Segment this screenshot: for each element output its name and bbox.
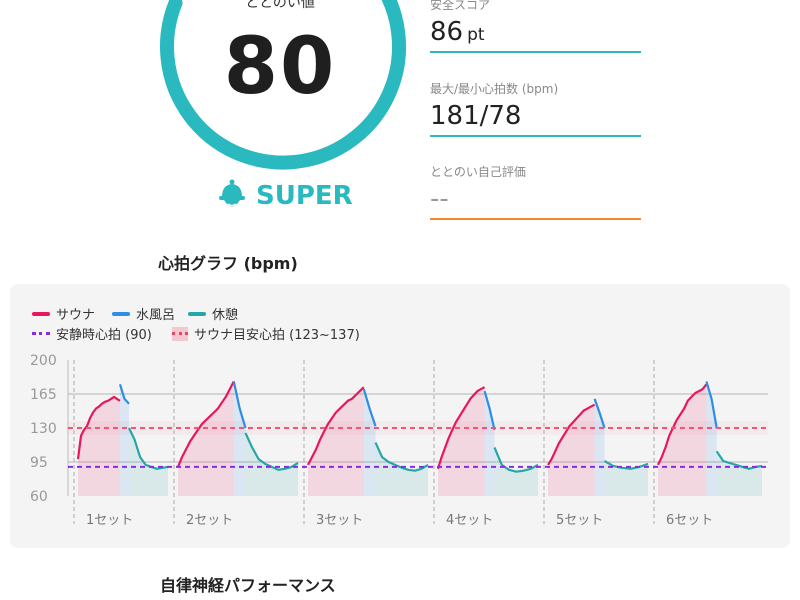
cold-bath-line (705, 381, 718, 429)
heart-rate-range: 最大/最小心拍数 (bpm) 181/78 (430, 80, 641, 137)
cold-bath-area (233, 381, 246, 496)
self-evaluation-label: ととのい自己評価 (430, 165, 526, 179)
cold-bath-line (593, 398, 606, 429)
self-evaluation[interactable]: ととのい自己評価 -- (430, 163, 641, 220)
sauna-line (657, 383, 708, 466)
rest-area (129, 428, 168, 496)
score-value: 80 (223, 22, 337, 112)
heart-rate-range-underline (430, 135, 641, 137)
score-ring-arc (160, 0, 407, 170)
sauna-area (438, 387, 485, 496)
set-label: 2セット (186, 513, 233, 528)
rest-line (128, 427, 169, 470)
rest-area (604, 461, 648, 496)
safety-score-value: 86 pt (430, 17, 641, 47)
heart-rate-chart: 200 165 130 95 60 1セット 2セット 3セット 4セット 5セット 6セット (30, 353, 768, 528)
y-tick-label: 165 (30, 387, 57, 403)
set-label: 3セット (316, 513, 363, 528)
sauna-area (78, 396, 120, 496)
legend-resting-hr: 安静時心拍 (90) (32, 324, 152, 343)
y-tick-label: 60 (30, 489, 48, 505)
legend-sauna-target-label: サウナ目安心拍 (123~137) (194, 328, 360, 343)
sauna-target-band (68, 421, 768, 435)
rest-area (375, 442, 428, 496)
legend-sauna-label: サウナ (56, 308, 96, 323)
rest-line (244, 432, 299, 471)
set-label: 6セット (666, 513, 713, 528)
legend-sauna: サウナ (32, 304, 95, 323)
y-tick-label: 200 (30, 353, 57, 369)
safety-score-unit: pt (467, 25, 485, 45)
sauna-line (436, 386, 486, 470)
self-evaluation-underline (430, 218, 641, 220)
legend-cold-bath-label: 水風呂 (136, 308, 176, 323)
sauna-hat-icon (219, 179, 245, 207)
legend-sauna-target-swatch (172, 326, 188, 341)
set-label: 1セット (86, 513, 133, 528)
cold-bath-line (483, 390, 496, 431)
safety-score-label: 安全スコア (430, 0, 491, 12)
legend-sauna-target: サウナ目安心拍 (123~137) (172, 324, 360, 343)
cold-bath-area (484, 391, 495, 496)
self-evaluation-value[interactable]: -- (430, 184, 449, 214)
heart-graph-title: 心拍グラフ (bpm) (158, 254, 298, 273)
legend-resting-hr-label: 安静時心拍 (90) (56, 328, 152, 343)
y-tick-label: 130 (30, 421, 57, 437)
heart-rate-range-label: 最大/最小心拍数 (bpm) (430, 82, 559, 96)
cold-bath-line (118, 383, 130, 405)
sauna-area (308, 387, 364, 496)
legend-rest-swatch (188, 311, 206, 316)
cold-bath-area (363, 389, 376, 496)
legend-rest: 休憩 (188, 304, 238, 323)
sauna-line (176, 380, 235, 468)
cold-bath-line (362, 388, 377, 427)
safety-score-number: 86 (430, 17, 464, 47)
heart-rate-chart-panel: サウナ 水風呂 休憩 安静時心拍 (90) サウナ目安心拍 (123~137) … (10, 284, 790, 548)
sauna-line (547, 403, 596, 466)
cold-bath-area (120, 384, 129, 496)
sauna-area (178, 381, 234, 496)
rest-area (716, 451, 762, 496)
legend-resting-hr-swatch (32, 332, 50, 335)
score-caption: ととのい値 (245, 0, 315, 11)
level-label: SUPER (256, 181, 353, 211)
rest-line (493, 446, 539, 473)
autonomic-title: 自律神経パフォーマンス (160, 576, 336, 595)
set-label: 5セット (556, 513, 603, 528)
set-label: 4セット (446, 513, 493, 528)
legend-cold-bath-swatch (112, 311, 130, 316)
rest-area (245, 432, 298, 496)
sauna-line (76, 395, 121, 460)
safety-score-underline (430, 51, 641, 53)
sauna-area (658, 384, 707, 496)
legend-sauna-swatch (32, 311, 50, 316)
heart-rate-range-value: 181/78 (430, 101, 522, 131)
score-ring (160, 0, 407, 170)
legend-cold-bath: 水風呂 (112, 304, 175, 323)
rest-line (603, 460, 649, 470)
safety-score: 安全スコア 86 pt (430, 0, 641, 53)
sauna-line (307, 386, 365, 466)
level-badge: SUPER (218, 176, 353, 216)
y-tick-label: 95 (30, 455, 48, 471)
legend-rest-label: 休憩 (212, 308, 239, 323)
cold-bath-line (232, 381, 247, 429)
